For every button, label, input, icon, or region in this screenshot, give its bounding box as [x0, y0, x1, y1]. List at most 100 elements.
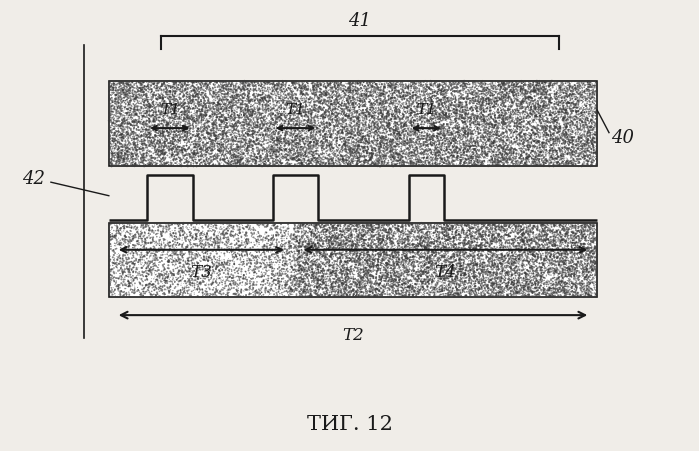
- Point: [464, 224, 475, 231]
- Point: [463, 239, 475, 247]
- Point: [521, 143, 533, 150]
- Point: [432, 128, 443, 135]
- Point: [192, 83, 203, 90]
- Point: [233, 129, 244, 136]
- Point: [561, 127, 572, 134]
- Point: [496, 144, 507, 152]
- Point: [237, 120, 248, 127]
- Point: [113, 125, 124, 133]
- Point: [400, 131, 411, 138]
- Point: [399, 96, 410, 103]
- Point: [269, 248, 280, 255]
- Point: [456, 270, 467, 277]
- Point: [516, 81, 527, 88]
- Point: [466, 283, 477, 290]
- Point: [394, 92, 405, 100]
- Point: [308, 123, 319, 130]
- Point: [553, 274, 564, 281]
- Point: [291, 153, 303, 160]
- Point: [437, 267, 448, 274]
- Point: [292, 243, 303, 250]
- Point: [550, 279, 561, 286]
- Point: [379, 134, 390, 141]
- Point: [447, 225, 458, 232]
- Point: [521, 91, 533, 98]
- Point: [589, 235, 600, 243]
- Point: [354, 280, 365, 287]
- Point: [296, 91, 308, 98]
- Point: [513, 270, 524, 277]
- Point: [368, 109, 380, 116]
- Point: [518, 91, 529, 98]
- Point: [324, 81, 336, 88]
- Point: [403, 292, 415, 299]
- Point: [273, 80, 284, 87]
- Point: [356, 281, 367, 288]
- Point: [567, 161, 578, 169]
- Point: [247, 146, 259, 153]
- Point: [587, 156, 598, 164]
- Point: [568, 230, 579, 237]
- Point: [376, 220, 387, 227]
- Point: [512, 239, 524, 247]
- Point: [354, 148, 365, 155]
- Point: [506, 114, 517, 121]
- Point: [197, 127, 208, 134]
- Point: [157, 96, 168, 103]
- Point: [212, 148, 224, 155]
- Point: [141, 87, 152, 95]
- Point: [572, 83, 584, 90]
- Point: [525, 95, 536, 102]
- Point: [545, 100, 556, 107]
- Point: [572, 112, 584, 119]
- Point: [136, 272, 147, 279]
- Point: [226, 106, 237, 114]
- Point: [512, 224, 523, 231]
- Point: [446, 222, 457, 230]
- Point: [150, 110, 161, 117]
- Point: [523, 220, 534, 227]
- Point: [507, 153, 519, 160]
- Point: [298, 162, 310, 169]
- Point: [308, 240, 319, 248]
- Point: [416, 273, 427, 280]
- Point: [188, 271, 199, 278]
- Point: [373, 158, 384, 165]
- Point: [196, 163, 207, 170]
- Point: [352, 281, 363, 288]
- Point: [503, 290, 514, 297]
- Point: [266, 272, 278, 279]
- Point: [486, 240, 497, 248]
- Point: [117, 87, 128, 95]
- Point: [108, 88, 120, 95]
- Point: [331, 141, 343, 148]
- Point: [510, 270, 521, 277]
- Point: [138, 119, 150, 126]
- Point: [410, 97, 421, 105]
- Point: [366, 244, 377, 252]
- Point: [196, 90, 208, 97]
- Point: [289, 244, 301, 251]
- Point: [340, 221, 351, 229]
- Point: [335, 157, 346, 164]
- Point: [440, 272, 451, 279]
- Point: [466, 158, 477, 166]
- Point: [384, 291, 396, 298]
- Point: [456, 93, 467, 101]
- Point: [120, 101, 131, 108]
- Point: [203, 101, 214, 108]
- Point: [216, 140, 227, 147]
- Point: [406, 225, 417, 232]
- Point: [347, 119, 358, 126]
- Point: [459, 228, 470, 235]
- Point: [544, 285, 555, 292]
- Point: [177, 285, 188, 292]
- Point: [482, 293, 493, 300]
- Point: [464, 277, 475, 285]
- Point: [334, 134, 345, 142]
- Point: [514, 228, 526, 235]
- Point: [435, 129, 446, 136]
- Point: [138, 163, 150, 170]
- Point: [204, 151, 215, 158]
- Point: [586, 263, 598, 271]
